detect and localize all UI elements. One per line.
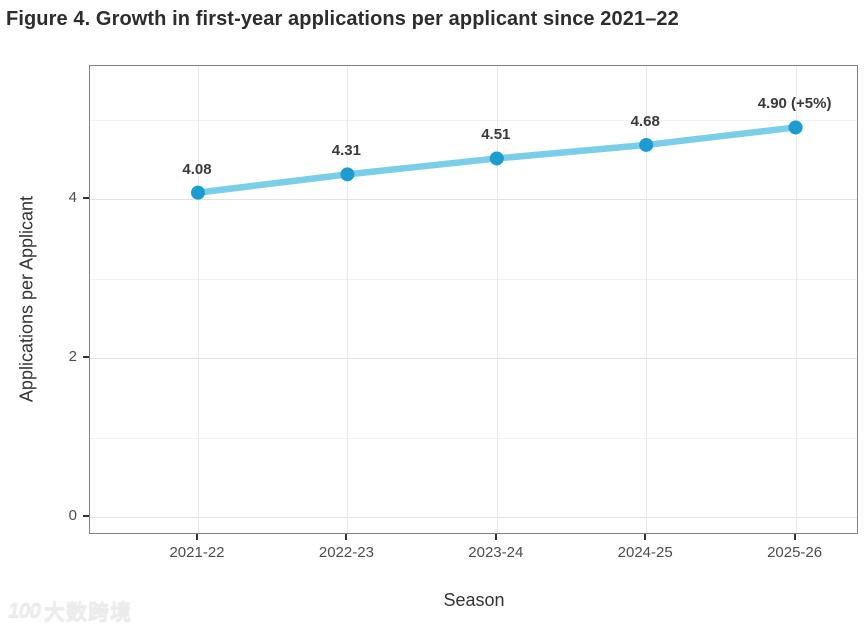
gridline-vertical [795,66,797,533]
watermark: 100 大数跨境 [8,596,132,626]
gridline-major [90,517,857,518]
x-tick-label: 2024-25 [617,544,673,561]
point-label: 4.51 [481,126,511,144]
data-point [489,151,504,166]
gridline-minor [90,278,857,280]
x-tick-mark [644,534,647,540]
y-tick-mark [83,356,89,358]
x-tick-mark [793,534,796,540]
gridline-major [90,358,857,359]
y-axis-title: Applications per Applicant [16,195,37,403]
gridline-minor [90,119,857,121]
x-tick-mark [196,534,198,540]
line-series [191,120,803,200]
data-point [639,137,654,152]
x-tick-label: 2022-23 [318,544,374,561]
gridline-vertical [198,66,199,533]
y-tick-label: 2 [68,348,77,365]
point-label: 4.08 [182,160,212,178]
figure-title: Figure 4. Growth in first-year applicati… [6,8,679,30]
data-point [788,120,803,135]
gridline-vertical [646,66,648,533]
x-tick-mark [494,534,497,540]
x-axis-title: Season [443,590,505,610]
watermark-text: 大数跨境 [44,601,133,624]
x-tick-label: 2025-26 [767,544,823,561]
x-tick-mark [345,534,348,540]
x-tick-label: 2021-22 [169,544,225,561]
y-tick-label: 0 [68,507,77,524]
x-tick-label: 2023-24 [468,544,524,561]
point-label: 4.31 [331,142,361,160]
watermark-logo-icon: 100 [8,599,41,622]
point-label: 4.90 (+5%) [757,95,832,113]
data-point [191,185,205,200]
gridline-vertical [347,66,349,533]
data-point [340,167,355,182]
y-tick-mark [83,197,89,199]
gridline-major [90,199,857,200]
y-tick-mark [83,515,89,517]
point-label: 4.68 [630,112,660,130]
gridline-minor [90,437,857,439]
plot-panel [89,65,858,534]
gridline-vertical [496,66,498,533]
y-tick-label: 4 [68,189,77,206]
